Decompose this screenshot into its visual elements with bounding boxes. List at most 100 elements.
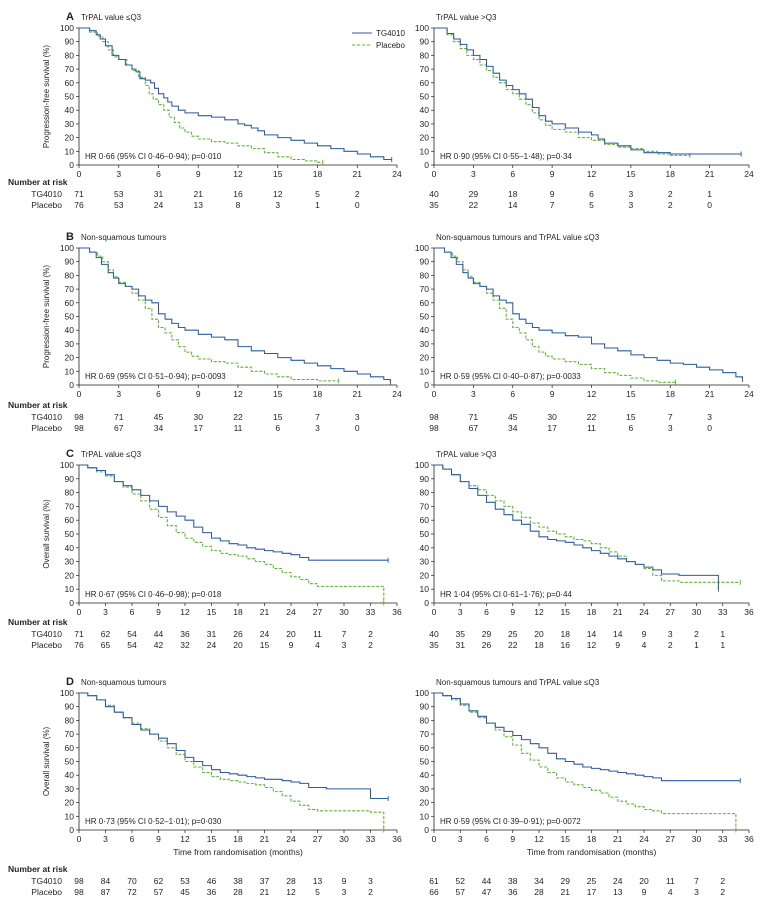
y-tick-label: 70 (420, 501, 430, 511)
y-tick-label: 30 (420, 784, 430, 794)
risk-count: 12 (587, 640, 597, 650)
risk-count: 3 (342, 640, 347, 650)
risk-count: 30 (194, 412, 204, 422)
risk-count: 20 (639, 876, 649, 886)
y-tick-label: 90 (65, 474, 75, 484)
risk-count: 13 (313, 876, 323, 886)
risk-count: 2 (368, 640, 373, 650)
x-tick-label: 21 (613, 607, 623, 617)
x-tick-label: 27 (666, 834, 676, 844)
risk-count: 1 (720, 629, 725, 639)
y-tick-label: 30 (65, 119, 75, 129)
risk-count: 24 (154, 200, 164, 210)
x-tick-label: 15 (273, 389, 283, 399)
x-tick-label: 9 (550, 389, 555, 399)
x-tick-label: 30 (339, 607, 349, 617)
x-tick-label: 12 (587, 169, 597, 179)
risk-count: 12 (273, 189, 283, 199)
risk-count: 7 (668, 412, 673, 422)
y-tick-label: 30 (65, 557, 75, 567)
x-tick-label: 3 (471, 389, 476, 399)
risk-count: 52 (456, 876, 466, 886)
risk-count: 9 (642, 887, 647, 897)
km-curve-placebo (79, 27, 323, 163)
risk-count: 16 (561, 640, 571, 650)
risk-count: 31 (207, 629, 217, 639)
risk-count: 47 (482, 887, 492, 897)
km-curve-placebo (434, 692, 737, 830)
y-tick-label: 100 (60, 688, 74, 698)
risk-count: 30 (547, 412, 557, 422)
y-tick-label: 60 (420, 298, 430, 308)
x-tick-label: 0 (77, 834, 82, 844)
risk-count: 11 (234, 423, 243, 433)
risk-count: 57 (456, 887, 466, 897)
risk-table-title: Number at risk (8, 864, 68, 874)
y-tick-label: 70 (420, 729, 430, 739)
risk-count: 44 (482, 876, 492, 886)
panel-letter: A (66, 11, 74, 23)
panel-letter: C (66, 448, 74, 460)
risk-count: 11 (587, 423, 596, 433)
risk-row-label: TG4010 (31, 629, 62, 639)
y-tick-label: 90 (420, 474, 430, 484)
risk-count: 14 (508, 200, 518, 210)
y-tick-label: 60 (420, 743, 430, 753)
risk-count: 2 (668, 189, 673, 199)
y-tick-label: 50 (65, 92, 75, 102)
x-tick-label: 21 (705, 389, 715, 399)
x-tick-label: 24 (286, 834, 296, 844)
x-tick-label: 9 (196, 169, 201, 179)
panel-title: Non-squamous tumours (81, 233, 166, 242)
y-tick-label: 50 (420, 757, 430, 767)
risk-count: 36 (207, 887, 217, 897)
y-tick-label: 30 (65, 784, 75, 794)
y-tick-label: 50 (65, 529, 75, 539)
km-curve-placebo (79, 247, 339, 382)
y-tick-label: 50 (420, 529, 430, 539)
x-tick-label: 0 (432, 169, 437, 179)
y-tick-label: 20 (65, 798, 75, 808)
x-tick-label: 6 (156, 169, 161, 179)
y-tick-label: 10 (420, 811, 430, 821)
y-tick-label: 0 (424, 598, 429, 608)
risk-count: 4 (668, 887, 673, 897)
risk-count: 5 (315, 887, 320, 897)
risk-count: 9 (550, 189, 555, 199)
x-axis-label: Time from randomisation (months) (527, 847, 657, 857)
risk-count: 6 (275, 423, 280, 433)
x-tick-label: 24 (639, 607, 649, 617)
km-curve-tg4010 (79, 464, 389, 561)
risk-count: 3 (694, 887, 699, 897)
risk-count: 9 (642, 629, 647, 639)
risk-count: 3 (355, 412, 360, 422)
y-tick-label: 90 (420, 702, 430, 712)
risk-count: 98 (74, 876, 84, 886)
risk-count: 67 (469, 423, 479, 433)
risk-count: 57 (154, 887, 164, 897)
risk-count: 25 (508, 629, 518, 639)
panel-title: TrPAL value >Q3 (436, 13, 497, 22)
x-tick-label: 6 (484, 834, 489, 844)
y-tick-label: 100 (415, 688, 429, 698)
risk-count: 2 (668, 640, 673, 650)
risk-count: 28 (233, 887, 243, 897)
risk-row-label: Placebo (31, 640, 62, 650)
y-tick-label: 70 (420, 64, 430, 74)
panel-title: Non-squamous tumours and TrPAL value ≤Q3 (436, 678, 600, 687)
risk-count: 38 (233, 876, 243, 886)
risk-count: 62 (101, 629, 111, 639)
risk-count: 71 (469, 412, 479, 422)
y-tick-label: 100 (60, 23, 74, 33)
x-tick-label: 24 (639, 834, 649, 844)
risk-count: 22 (233, 412, 243, 422)
panel-title: TrPAL value ≤Q3 (81, 450, 142, 459)
x-tick-label: 21 (705, 169, 715, 179)
risk-count: 31 (456, 640, 466, 650)
risk-count: 22 (587, 412, 597, 422)
hazard-ratio-text: HR 0·66 (95% CI 0·46–0·94); p=0·010 (85, 152, 222, 161)
x-tick-label: 12 (233, 389, 243, 399)
x-tick-label: 9 (156, 607, 161, 617)
risk-count: 36 (180, 629, 190, 639)
